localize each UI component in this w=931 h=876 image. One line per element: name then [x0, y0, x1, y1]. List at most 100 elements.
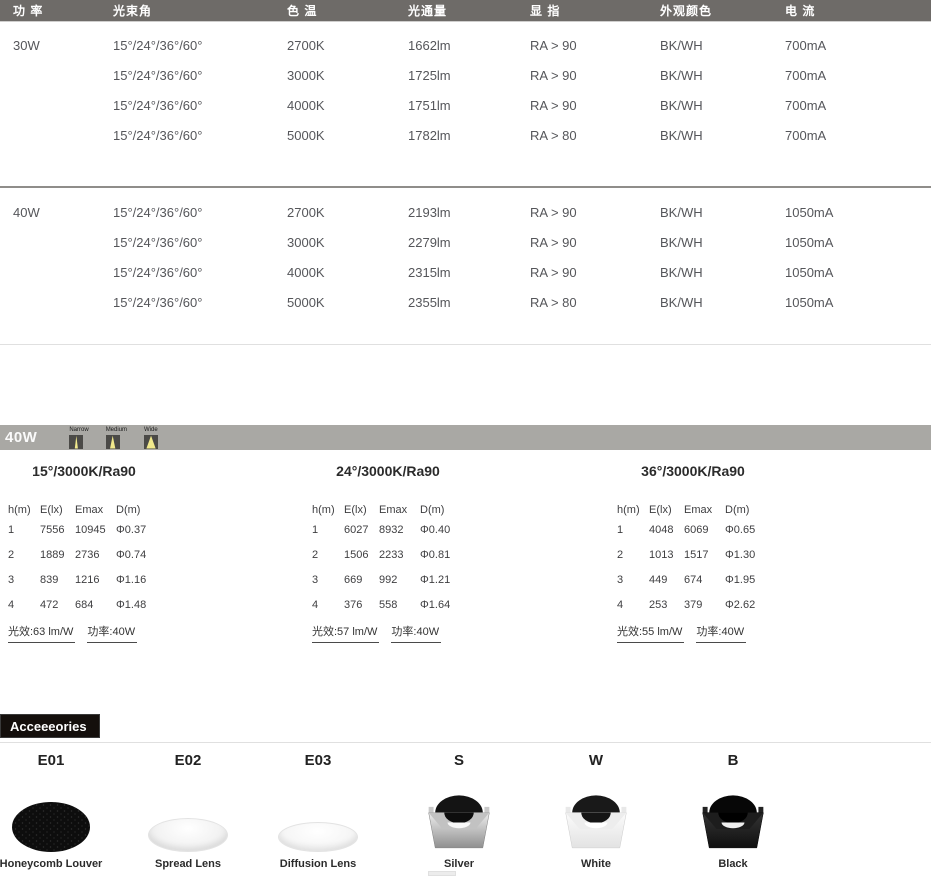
efficacy-value: 光效:57 lm/W [312, 623, 380, 643]
col-d: D(m) [725, 504, 750, 516]
beam-label-narrow: Narrow [69, 426, 89, 433]
cell-cct: 2700K [287, 37, 325, 53]
accessory-image [113, 774, 263, 856]
photometric-col-headers: h(m) E(lx) Emax D(m) [312, 503, 472, 517]
accessory-caption: Black [718, 858, 748, 870]
col-emax: Emax [684, 504, 713, 516]
cell-current: 700mA [785, 67, 827, 83]
accessory-trim-silver: S Silver [384, 752, 534, 870]
accessory-diffusion-lens: E03 Diffusion Lens [243, 752, 393, 870]
accessory-code: S [453, 752, 464, 769]
spec-row: 15°/24°/36°/60° 3000K 1725lm RA > 90 BK/… [0, 60, 931, 90]
header-current: 电 流 [785, 4, 816, 18]
cell-cct: 4000K [287, 97, 325, 113]
cell-current: 1050mA [785, 264, 834, 280]
cell-beam: 15°/24°/36°/60° [113, 97, 203, 113]
cell-finish: BK/WH [660, 97, 703, 113]
photometric-row: 4 376 558 Φ1.64 [312, 598, 451, 611]
photometric-row: 2 1889 2736 Φ0.74 [8, 548, 147, 561]
col-e: E(lx) [40, 504, 63, 516]
photometric-row: 4 253 379 Φ2.62 [617, 598, 756, 611]
beam-bar: 40W Narrow Medium Wide [0, 425, 931, 450]
cell-cct: 3000K [287, 67, 325, 83]
photometric-row: 1 6027 8932 Φ0.40 [312, 523, 451, 536]
accessory-code: E01 [37, 752, 65, 769]
accessory-image [0, 774, 126, 856]
spec-row: 30W 15°/24°/36°/60° 2700K 1662lm RA > 90… [0, 30, 931, 60]
spec-row: 40W 15°/24°/36°/60° 2700K 2193lm RA > 90… [0, 197, 931, 227]
photometric-col-headers: h(m) E(lx) Emax D(m) [8, 503, 168, 517]
cell-cri: RA > 90 [530, 97, 577, 113]
accessory-spread-lens: E02 Spread Lens [113, 752, 263, 870]
col-h: h(m) [312, 504, 335, 516]
spec-group-30w: 30W 15°/24°/36°/60° 2700K 1662lm RA > 90… [0, 30, 931, 150]
accessory-caption: Silver [444, 858, 474, 870]
cell-flux: 2193lm [408, 204, 451, 220]
photometric-row: 1 4048 6069 Φ0.65 [617, 523, 756, 536]
photometric-row: 4 472 684 Φ1.48 [8, 598, 147, 611]
spec-row: 15°/24°/36°/60° 3000K 2279lm RA > 90 BK/… [0, 227, 931, 257]
cell-current: 1050mA [785, 204, 834, 220]
photometric-row: 1 7556 10945 Φ0.37 [8, 523, 147, 536]
cell-cri: RA > 80 [530, 294, 577, 310]
power-value: 功率:40W [391, 623, 442, 643]
accessory-caption: Honeycomb Louver [0, 858, 103, 870]
col-h: h(m) [617, 504, 640, 516]
spec-table-header: 功 率 光束角 色 温 光通量 显 指 外观颜色 电 流 [0, 0, 931, 22]
photometric-row: 3 839 1216 Φ1.16 [8, 573, 147, 586]
narrow-beam-icon [69, 434, 84, 449]
medium-beam-icon [105, 434, 120, 449]
header-finish: 外观颜色 [660, 4, 713, 18]
photometric-row: 3 449 674 Φ1.95 [617, 573, 756, 586]
cell-current: 700mA [785, 127, 827, 143]
cell-beam: 15°/24°/36°/60° [113, 234, 203, 250]
cell-finish: BK/WH [660, 264, 703, 280]
cell-flux: 2355lm [408, 294, 451, 310]
spec-row: 15°/24°/36°/60° 4000K 2315lm RA > 90 BK/… [0, 257, 931, 287]
power-value: 功率:40W [696, 623, 747, 643]
header-flux: 光通量 [408, 4, 448, 18]
accessory-image [384, 774, 534, 856]
honeycomb-louver-image [12, 802, 90, 852]
col-emax: Emax [75, 504, 104, 516]
beam-group-wide: Wide [144, 426, 159, 449]
accessory-code: B [727, 752, 739, 769]
header-beam-angle: 光束角 [113, 4, 153, 18]
header-cri: 显 指 [530, 4, 561, 18]
accessory-image [658, 774, 808, 856]
photometric-col-headers: h(m) E(lx) Emax D(m) [617, 503, 777, 517]
accessory-image [521, 774, 671, 856]
cell-beam: 15°/24°/36°/60° [113, 127, 203, 143]
cell-finish: BK/WH [660, 127, 703, 143]
cell-beam: 15°/24°/36°/60° [113, 37, 203, 53]
beam-bar-power-label: 40W [5, 429, 38, 446]
cell-current: 700mA [785, 37, 827, 53]
photometric-section: 15°/3000K/Ra90 h(m) E(lx) Emax D(m) 1 75… [0, 462, 931, 657]
accessory-trim-white: W White [521, 752, 671, 870]
cell-cri: RA > 90 [530, 204, 577, 220]
beam-icons: Narrow Medium Wide [69, 426, 159, 449]
accessory-honeycomb-louver: E01 Honeycomb Louver [0, 752, 126, 870]
photometric-title: 15°/3000K/Ra90 [32, 463, 136, 479]
spec-group-40w: 40W 15°/24°/36°/60° 2700K 2193lm RA > 90… [0, 197, 931, 317]
photometric-table-24deg: 24°/3000K/Ra90 h(m) E(lx) Emax D(m) 1 60… [312, 462, 472, 643]
accessory-code: W [588, 752, 604, 769]
accessory-code: E03 [304, 752, 332, 769]
accessory-caption: Diffusion Lens [279, 858, 357, 870]
cell-current: 1050mA [785, 234, 834, 250]
efficacy-value: 光效:55 lm/W [617, 623, 685, 643]
photometric-table-15deg: 15°/3000K/Ra90 h(m) E(lx) Emax D(m) 1 75… [8, 462, 168, 643]
spec-row: 15°/24°/36°/60° 5000K 2355lm RA > 80 BK/… [0, 287, 931, 317]
photometric-row: 2 1013 1517 Φ1.30 [617, 548, 756, 561]
header-cct: 色 温 [287, 4, 318, 18]
cell-current: 700mA [785, 97, 827, 113]
photometric-footer: 光效:55 lm/W 功率:40W [617, 623, 777, 643]
spec-row: 15°/24°/36°/60° 4000K 1751lm RA > 90 BK/… [0, 90, 931, 120]
spec-row: 15°/24°/36°/60° 5000K 1782lm RA > 80 BK/… [0, 120, 931, 150]
beam-label-wide: Wide [144, 426, 158, 433]
photometric-row: 2 1506 2233 Φ0.81 [312, 548, 451, 561]
col-e: E(lx) [344, 504, 367, 516]
header-power: 功 率 [13, 4, 44, 18]
col-emax: Emax [379, 504, 408, 516]
